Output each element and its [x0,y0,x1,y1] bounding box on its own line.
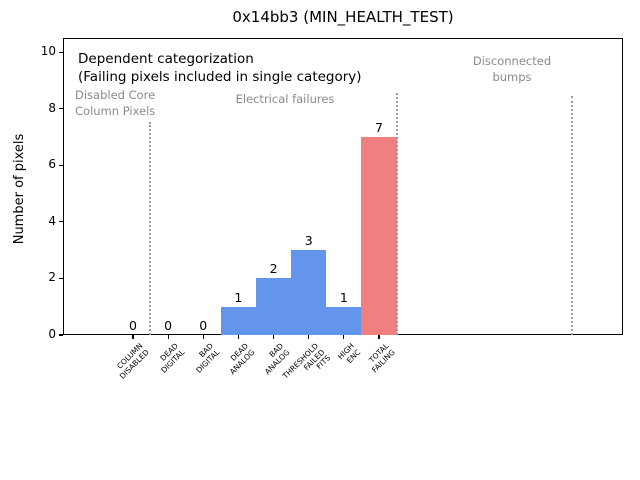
x-tick-mark [167,335,169,339]
x-tick-mark [237,335,239,339]
y-tick-label: 4 [48,213,56,228]
annotation-failing-note: (Failing pixels included in single categ… [78,69,362,85]
bar-threshold-failed-fits [291,250,327,335]
y-tick-label: 0 [48,327,56,341]
y-tick-mark [59,51,63,53]
y-tick-mark [59,164,63,166]
bar-value-label: 7 [374,120,383,135]
bar-value-label: 2 [269,261,278,277]
x-tick-mark [272,335,275,339]
separator-line-electrical-vs-bumps [396,93,398,335]
x-tick-label-text: DEAD DIGITAL [158,341,186,375]
y-axis-label: Number of pixels [12,133,27,245]
separator-line-disabled-vs-electrical [149,122,151,335]
x-tick-mark [378,335,380,339]
y-tick-mark [59,221,63,223]
x-tick-mark [308,335,310,339]
plot-area [63,38,623,335]
separator-line-bumps-right [571,96,573,335]
bar-value-label: 1 [234,289,243,305]
x-tick-label-text: DEAD ANALOG [227,341,257,376]
x-tick-mark [202,335,204,339]
y-tick-label: 6 [48,157,56,172]
y-tick-mark [59,277,63,280]
annotation-electrical-failures: Electrical failures [235,92,335,106]
bar-dead-analog [220,306,256,335]
bar-value-label: 3 [304,233,313,249]
y-tick-label: 8 [48,100,56,115]
chart-title: 0x14bb3 (MIN_HEALTH_TEST) [232,8,454,26]
y-tick-mark [59,108,63,110]
bar-value-label: 0 [129,318,137,333]
x-tick-label-text: THRESHOLD FAILED FITS [281,341,333,381]
bar-value-label: 0 [199,318,208,333]
x-tick-mark [132,335,134,339]
annotation-disconnected-bumps: Disconnected bumps [472,54,552,84]
x-tick-label-text: COLUMN DISABLED [115,341,151,381]
x-tick-label-text: BAD DIGITAL [193,341,221,375]
annotation-dependent-categorization: Dependent categorization [78,51,254,67]
y-tick-mark [59,334,63,336]
bar-value-label: 0 [164,318,173,333]
x-tick-label-text: HIGH ENC [335,341,362,365]
annotation-disabled-core-column-pixels: Disabled Core Column Pixels [75,88,156,118]
bar-bad-analog [255,278,292,335]
y-tick-label: 2 [48,270,56,285]
bar-value-label: 1 [339,289,348,305]
x-tick-label-text: TOTAL FAILING [367,341,397,375]
y-tick-label: 10 [40,44,56,59]
bar-total-failing [361,137,397,335]
bar-high-enc [326,306,362,335]
x-tick-mark [343,335,345,339]
